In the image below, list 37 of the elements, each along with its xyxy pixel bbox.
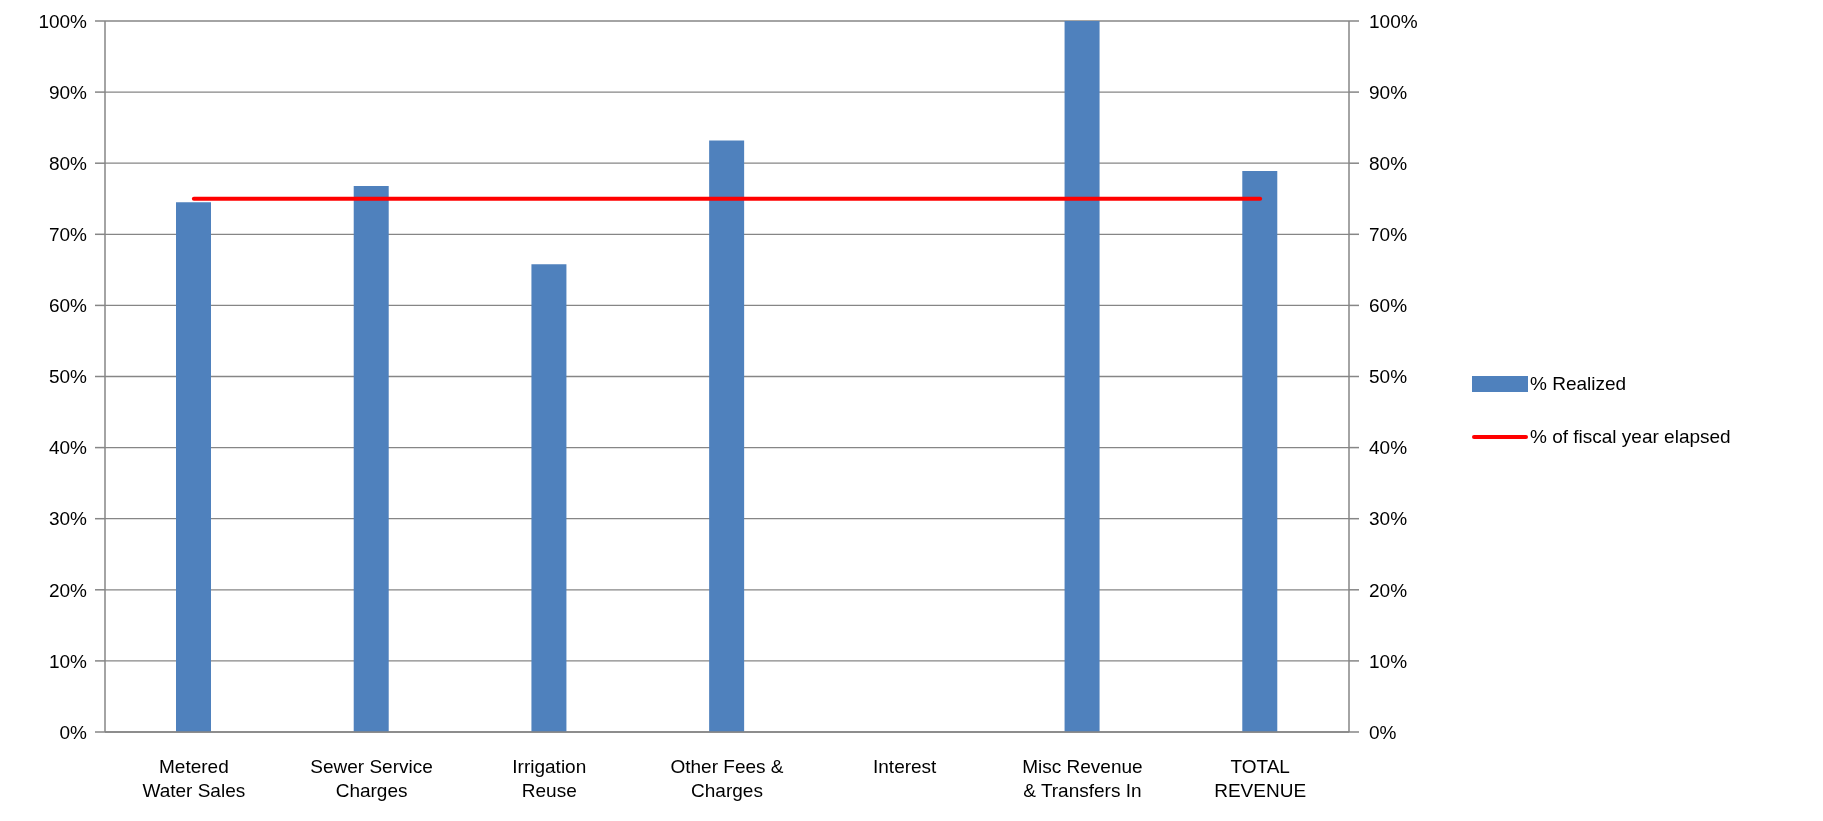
y2-tick-label: 20% <box>1369 579 1408 601</box>
bar <box>176 202 211 732</box>
y-tick-label: 50% <box>48 366 88 388</box>
y-tick-label: 40% <box>48 437 88 459</box>
y2-tick-label: 10% <box>1369 650 1408 672</box>
bar <box>1242 171 1278 732</box>
y2-tick-label: 40% <box>1369 437 1408 459</box>
y-tick-label: 100% <box>38 10 88 32</box>
x-tick-label: Metered Water Sales <box>142 756 246 801</box>
bar <box>709 140 745 732</box>
y-tick-label: 30% <box>48 508 88 530</box>
y-tick-label: 80% <box>48 152 88 174</box>
bar <box>531 264 567 732</box>
y2-tick-label: 100% <box>1369 10 1418 32</box>
y-tick-label: 60% <box>48 295 88 317</box>
y2-tick-label: 50% <box>1369 366 1408 388</box>
y-tick-label: 10% <box>48 650 88 672</box>
y2-tick-label: 30% <box>1369 508 1408 530</box>
y2-tick-label: 60% <box>1369 295 1408 317</box>
x-tick-label: Other Fees & Charges <box>670 756 784 801</box>
x-tick-label: TOTAL REVENUE <box>1214 756 1307 801</box>
y-tick-label: 20% <box>48 579 88 601</box>
y2-tick-label: 80% <box>1369 152 1408 174</box>
x-tick-label: Interest <box>873 756 938 777</box>
x-tick-label: Misc Revenue & Transfers In <box>1022 756 1143 801</box>
y-tick-label: 0% <box>59 721 88 743</box>
y-tick-label: 90% <box>48 81 88 103</box>
bar <box>353 185 389 732</box>
bar <box>1064 21 1100 732</box>
y2-tick-label: 70% <box>1369 224 1408 246</box>
y-tick-label: 70% <box>48 224 88 246</box>
legend-label: % of fiscal year elapsed <box>1530 426 1731 448</box>
legend-label: % Realized <box>1530 373 1627 395</box>
x-tick-label: Irrigation Reuse <box>512 756 587 801</box>
x-tick-label: Sewer Service Charges <box>310 756 433 801</box>
y2-tick-label: 0% <box>1369 721 1397 743</box>
y2-tick-label: 90% <box>1369 81 1408 103</box>
